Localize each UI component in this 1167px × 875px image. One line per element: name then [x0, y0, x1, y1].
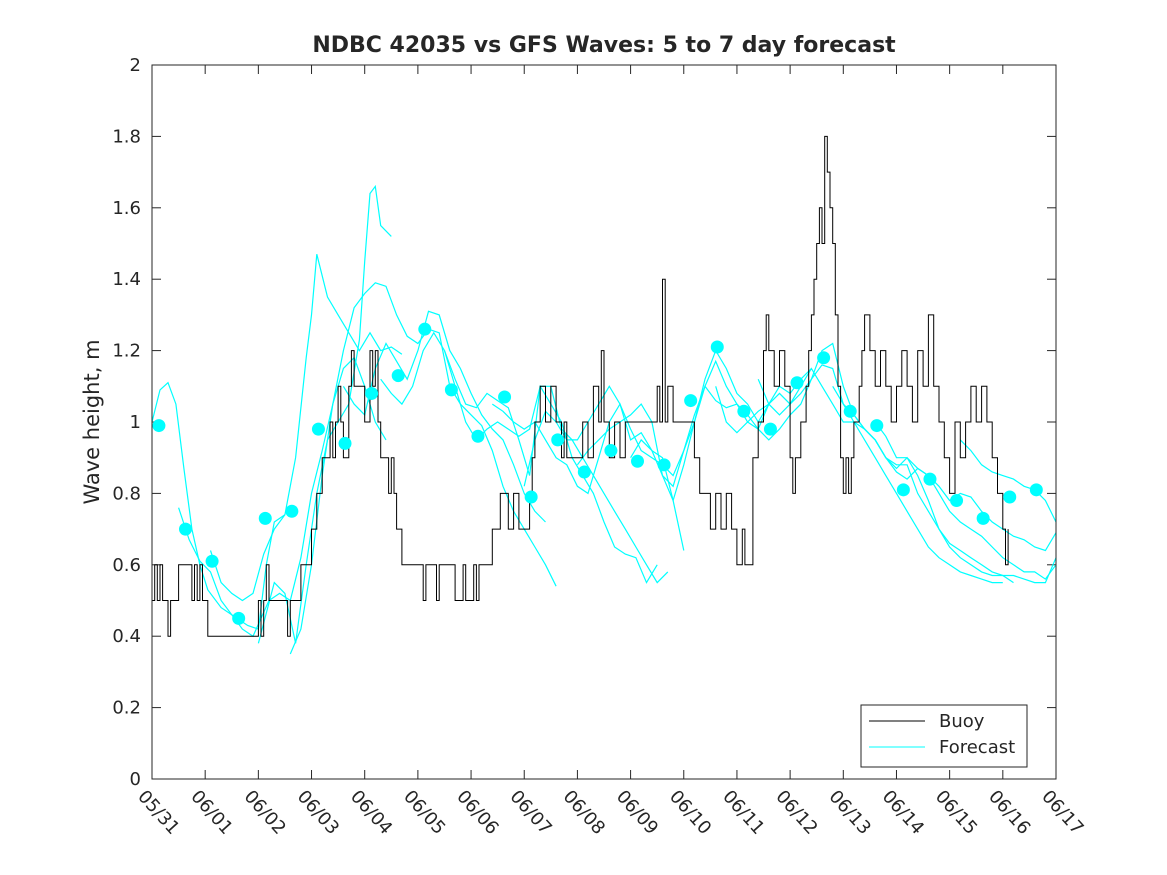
forecast-marker	[1029, 483, 1043, 497]
forecast-run-line	[380, 331, 658, 584]
forecast-marker	[418, 322, 432, 336]
forecast-marker	[391, 369, 405, 383]
forecast-marker	[763, 422, 777, 436]
y-tick-label: 0.6	[112, 555, 141, 576]
forecast-run-line	[630, 367, 1003, 584]
forecast-marker	[311, 422, 325, 436]
forecast-marker	[152, 419, 166, 433]
forecast-marker	[870, 419, 884, 433]
forecast-marker	[232, 611, 246, 625]
forecast-marker	[205, 554, 219, 568]
y-tick-label: 2	[130, 55, 141, 76]
y-axis-ticks: 0 0.2 0.4 0.6 0.8 1 1.2 1.4 1.6 1.8 2	[112, 55, 1056, 790]
forecast-marker	[737, 404, 751, 418]
forecast-marker	[710, 340, 724, 354]
forecast-marker	[604, 444, 618, 458]
forecast-marker	[471, 429, 485, 443]
y-tick-label: 1.8	[112, 126, 141, 147]
legend: Buoy Forecast	[860, 704, 1028, 768]
forecast-marker	[1003, 490, 1017, 504]
forecast-marker	[444, 383, 458, 397]
y-tick-label: 0.2	[112, 698, 141, 719]
data-layer	[151, 135, 1057, 655]
forecast-marker	[524, 490, 538, 504]
y-tick-label: 0	[130, 769, 141, 790]
forecast-marker	[365, 386, 379, 400]
forecast-marker	[896, 483, 910, 497]
y-tick-label: 1	[130, 412, 141, 433]
forecast-run-line	[757, 364, 1057, 584]
forecast-marker	[843, 404, 857, 418]
forecast-run-line	[289, 282, 557, 655]
forecast-run-line	[832, 385, 1057, 580]
forecast-run-line	[209, 254, 403, 602]
legend-label-buoy: Buoy	[939, 711, 985, 732]
plot-frame	[151, 64, 1057, 780]
forecast-run-line	[151, 381, 286, 630]
forecast-marker	[923, 472, 937, 486]
buoy-line	[152, 135, 1009, 637]
y-tick-label: 0.4	[112, 626, 141, 647]
forecast-run-line	[342, 310, 546, 523]
forecast-marker	[950, 494, 964, 508]
forecast-marker	[790, 376, 804, 390]
y-tick-label: 1.4	[112, 269, 141, 290]
forecast-marker	[577, 465, 591, 479]
forecast-marker	[817, 351, 831, 365]
legend-box	[860, 704, 1028, 768]
forecast-marker	[338, 436, 352, 450]
forecast-marker	[684, 394, 698, 408]
chart-title: NDBC 42035 vs GFS Waves: 5 to 7 day fore…	[312, 33, 896, 58]
forecast-marker	[976, 511, 990, 525]
legend-label-forecast: Forecast	[939, 737, 1015, 758]
forecast-marker	[631, 454, 645, 468]
forecast-marker	[551, 433, 565, 447]
forecast-marker	[498, 390, 512, 404]
forecast-run-line	[874, 421, 1057, 552]
forecast-run-line	[523, 359, 770, 487]
forecast-run-line	[178, 356, 387, 638]
forecast-marker	[179, 522, 193, 536]
forecast-marker	[657, 458, 671, 472]
y-tick-label: 0.8	[112, 483, 141, 504]
y-tick-label: 1.2	[112, 341, 141, 362]
forecast-marker	[285, 504, 299, 518]
y-axis-label: Wave height, m	[80, 339, 104, 504]
forecast-marker	[258, 511, 272, 525]
y-tick-label: 1.6	[112, 198, 141, 219]
